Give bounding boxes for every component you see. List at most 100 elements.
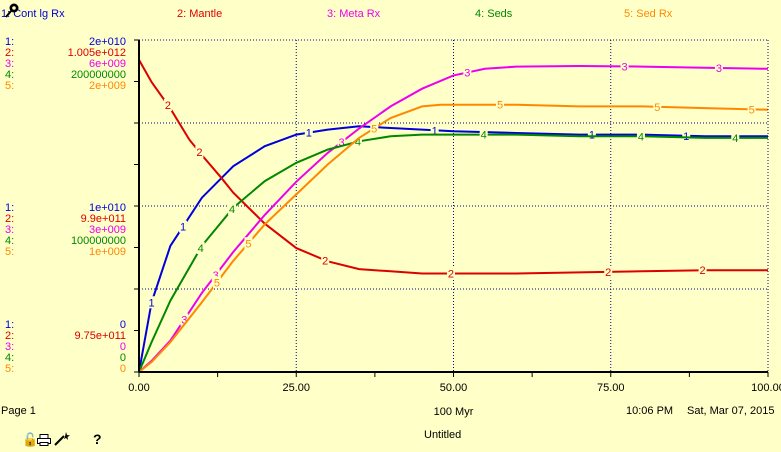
series-marker-label: 2 <box>165 100 171 112</box>
series-marker-bg <box>731 131 740 144</box>
series-marker-bg <box>195 145 204 158</box>
series-marker-bg <box>370 122 379 135</box>
series-line-1 <box>138 125 768 373</box>
series-marker-bg <box>147 296 156 309</box>
series-marker-label: 2 <box>700 265 706 277</box>
series-marker-bg <box>653 100 662 113</box>
series-marker-bg <box>321 254 330 267</box>
y-axis-series-number: 5: <box>5 246 14 258</box>
series-marker-bg <box>304 126 313 139</box>
y-axis-series-number: 4: <box>5 235 14 247</box>
timestamp-date: Sat, Mar 07, 2015 <box>687 405 775 417</box>
series-marker-label: 1 <box>180 222 186 234</box>
y-axis-value-label: 9.75e+011 <box>75 330 127 342</box>
series-marker-bg <box>196 242 205 255</box>
x-tick-label: 50.00 <box>440 382 468 394</box>
x-tick-label: 75.00 <box>597 382 625 394</box>
series-marker-bg <box>698 264 707 277</box>
series-marker-bg <box>587 128 596 141</box>
print-icon[interactable] <box>37 434 51 446</box>
timestamp-time: 10:06 PM <box>626 405 674 417</box>
y-axis-series-number: 1: <box>5 202 14 214</box>
series-marker-bg <box>714 61 723 74</box>
y-axis-series-number: 2: <box>5 213 14 225</box>
y-axis-value-label: 200000000 <box>71 69 126 81</box>
series-marker-label: 4 <box>229 204 235 216</box>
series-marker-bg <box>604 265 613 278</box>
document-title: Untitled <box>424 429 462 441</box>
y-axis-series-number: 3: <box>5 341 14 353</box>
series-marker-bg <box>163 99 172 112</box>
y-axis-value-label: 3e+009 <box>89 224 126 236</box>
series-marker-bg <box>211 268 220 281</box>
series-marker-label: 1 <box>432 125 438 137</box>
series-marker-bg <box>446 267 455 280</box>
y-axis-series-number: 1: <box>5 36 14 48</box>
lock-icon[interactable]: 🔓 <box>22 432 39 447</box>
y-axis-value-label: 0 <box>120 341 126 353</box>
series-marker-label: 4 <box>638 131 644 143</box>
series-marker-label: 3 <box>181 315 187 327</box>
series-marker-label: 5 <box>371 123 377 135</box>
series-marker-bg <box>244 237 253 250</box>
series-marker-bg <box>682 129 691 142</box>
y-axis-value-label: 100000000 <box>71 235 126 247</box>
x-axis-label: 100 Myr <box>434 406 474 418</box>
series-marker-bg <box>620 60 629 73</box>
x-tick-label: 100.00 <box>751 382 781 394</box>
series-marker-label: 4 <box>355 137 361 149</box>
series-marker-label: 5 <box>749 104 755 116</box>
y-axis-series-number: 5: <box>5 80 14 92</box>
y-axis-series-number: 3: <box>5 224 14 236</box>
series-marker-bg <box>180 313 189 326</box>
series-marker-bg <box>496 98 505 111</box>
y-axis-series-number: 4: <box>5 352 14 364</box>
pin-icon[interactable] <box>5 2 21 18</box>
y-axis-value-label: 2e+009 <box>89 80 126 92</box>
legend-entry-4: 4: Seds <box>475 8 513 20</box>
series-marker-bg <box>179 220 188 233</box>
series-marker-label: 1 <box>149 297 155 309</box>
y-axis-series-number: 4: <box>5 69 14 81</box>
magic-wand-icon[interactable] <box>54 432 70 446</box>
y-axis-value-label: 0 <box>120 319 126 331</box>
y-axis-series-number: 5: <box>5 363 14 375</box>
series-marker-bg <box>636 130 645 143</box>
y-axis-series-number: 3: <box>5 58 14 70</box>
series-marker-label: 3 <box>338 137 344 149</box>
series-marker-bg <box>747 103 756 116</box>
help-icon[interactable]: ? <box>93 431 102 447</box>
series-marker-bg <box>228 203 237 216</box>
legend-entry-2: 2: Mantle <box>177 8 222 20</box>
series-marker-label: 3 <box>622 61 628 73</box>
series-marker-label: 4 <box>198 243 204 255</box>
series-marker-label: 4 <box>732 133 738 145</box>
y-axis-value-label: 6e+009 <box>89 58 126 70</box>
y-axis-value-label: 0 <box>120 363 126 375</box>
y-axis-value-label: 9.9e+011 <box>81 213 126 225</box>
x-tick-label: 25.00 <box>282 382 310 394</box>
y-axis-series-number: 2: <box>5 330 14 342</box>
series-marker-bg <box>463 66 472 79</box>
series-marker-bg <box>430 124 439 137</box>
series-marker-bg <box>479 128 488 141</box>
series-marker-label: 3 <box>464 67 470 79</box>
series-marker-label: 3 <box>213 270 219 282</box>
legend-entry-5: 5: Sed Rx <box>624 8 673 20</box>
series-marker-label: 5 <box>245 238 251 250</box>
series-marker-label: 5 <box>497 100 503 112</box>
series-marker-bg <box>337 136 346 149</box>
series-marker-label: 2 <box>605 267 611 279</box>
series-marker-label: 3 <box>716 63 722 75</box>
x-tick-label: 0.00 <box>128 382 149 394</box>
y-axis-value-label: 1.005e+012 <box>68 47 126 59</box>
y-axis-series-number: 1: <box>5 319 14 331</box>
series-marker-label: 5 <box>654 102 660 114</box>
series-marker-label: 4 <box>481 130 487 142</box>
y-axis-value-label: 1e+009 <box>89 246 126 258</box>
series-marker-label: 2 <box>196 147 202 159</box>
series-marker-label: 2 <box>448 269 454 281</box>
series-marker-label: 5 <box>214 277 220 289</box>
